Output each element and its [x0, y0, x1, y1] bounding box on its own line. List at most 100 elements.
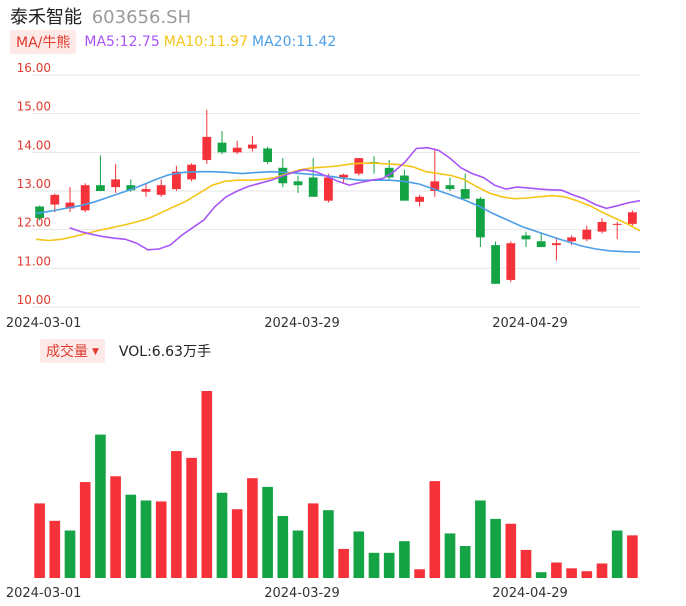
candle-body [202, 136, 212, 161]
candle-body [612, 223, 622, 225]
volume-bar [201, 391, 213, 578]
volume-bar [627, 535, 638, 578]
x-tick-label: 2024-04-29 [492, 316, 568, 330]
candle-body [430, 181, 440, 191]
volume-bar [79, 482, 91, 578]
volume-bar [323, 510, 334, 578]
ma5-value: MA5:12.75 [84, 34, 160, 50]
ma10-value: MA10:11.97 [163, 34, 249, 50]
ma10-line [35, 162, 641, 242]
candle-body [582, 229, 592, 240]
volume-bar [307, 503, 319, 578]
candle-body [217, 142, 227, 153]
volume-bar [338, 548, 349, 578]
candle-body [384, 167, 394, 178]
volume-bar [475, 500, 486, 578]
candle-body [339, 174, 349, 178]
volume-bar [414, 569, 425, 578]
ma20-line [35, 170, 641, 253]
volume-bar [292, 530, 304, 578]
chevron-down-icon: ▼ [92, 347, 99, 357]
volume-dropdown-button[interactable]: 成交量 ▼ [40, 339, 105, 363]
y-tick-label: 12.00 [17, 216, 51, 230]
x-tick-label: 2024-03-29 [264, 316, 340, 330]
candle-body [308, 177, 318, 197]
volume-bar [49, 520, 61, 578]
candle-body [126, 185, 136, 191]
candle-body [551, 243, 561, 246]
candle-body [263, 148, 273, 162]
volume-bar [110, 476, 121, 578]
volume-bar [95, 434, 106, 578]
candle-body [475, 198, 485, 238]
volume-value: VOL:6.63万手 [118, 344, 211, 360]
volume-bar [399, 541, 410, 578]
candle-body [445, 185, 455, 190]
ma20-value: MA20:11.42 [252, 34, 337, 50]
candle-body [141, 189, 151, 192]
volume-bar [368, 552, 380, 578]
candle-body [506, 243, 516, 280]
candle-body [65, 202, 75, 209]
candle-body [536, 241, 546, 248]
candle-body [491, 245, 501, 284]
volume-bar [64, 530, 76, 578]
candle-body [171, 171, 181, 190]
y-tick-label: 16.00 [17, 61, 51, 75]
candle-body [156, 185, 166, 195]
candle-body [567, 237, 577, 242]
volume-bar [520, 549, 532, 578]
volume-dropdown-label: 成交量 [46, 344, 88, 360]
volume-bar [277, 515, 289, 578]
volume-bar [262, 486, 273, 578]
y-tick-label: 14.00 [17, 138, 51, 152]
candle-body [50, 194, 60, 205]
volume-bar [429, 481, 441, 578]
stock-title: 泰禾智能 603656.SH [10, 3, 191, 29]
volume-x-tick-label: 2024-03-01 [6, 586, 82, 601]
kline-chart: 16.00 15.00 14.00 13.00 12.00 11.00 10.00 2024-… [6, 61, 641, 330]
y-tick-label: 10.00 [17, 293, 51, 307]
candle-body [354, 158, 364, 174]
candle-body [597, 221, 607, 232]
volume-bar [353, 531, 365, 578]
volume-x-tick-label: 2024-04-29 [492, 586, 568, 601]
x-tick-label: 2024-03-01 [6, 316, 82, 330]
volume-bar [34, 503, 45, 578]
volume-bar [383, 552, 395, 578]
candle-body [95, 185, 105, 191]
ma-legend: MA/牛熊 MA5:12.75 MA10:11.97 MA20:11.42 [10, 30, 340, 54]
volume-bar [171, 451, 182, 578]
volume-x-tick-label: 2024-03-29 [264, 586, 340, 601]
candle-body [399, 175, 409, 201]
candle-body [627, 212, 637, 224]
candle-body [80, 185, 90, 211]
candle-body [460, 189, 470, 199]
volume-bar [247, 478, 258, 578]
candle-body [247, 144, 257, 149]
candle-body [232, 147, 242, 153]
candle-body [415, 196, 425, 202]
candle-body [111, 179, 121, 188]
candle-body [323, 177, 333, 201]
volume-bar [535, 572, 547, 578]
volume-bar [551, 562, 562, 578]
candle-body [293, 181, 303, 186]
y-tick-label: 15.00 [17, 100, 51, 114]
volume-bar [216, 492, 228, 578]
volume-bar [566, 568, 577, 578]
volume-legend: 成交量 ▼ VOL:6.63万手 [40, 339, 211, 363]
volume-bar [140, 500, 152, 578]
y-tick-label: 13.00 [17, 177, 51, 191]
volume-bar [186, 457, 197, 578]
volume-bar [444, 533, 456, 578]
ma5-line [69, 146, 641, 251]
volume-bar [231, 509, 243, 578]
stock-code: 603656.SH [91, 7, 192, 28]
ma-toggle-button[interactable]: MA/牛熊 [10, 30, 77, 54]
volume-bar [459, 546, 471, 578]
volume-bar [581, 571, 593, 578]
candle-body [521, 235, 531, 240]
y-tick-label: 11.00 [17, 254, 51, 268]
volume-bar [155, 501, 167, 578]
